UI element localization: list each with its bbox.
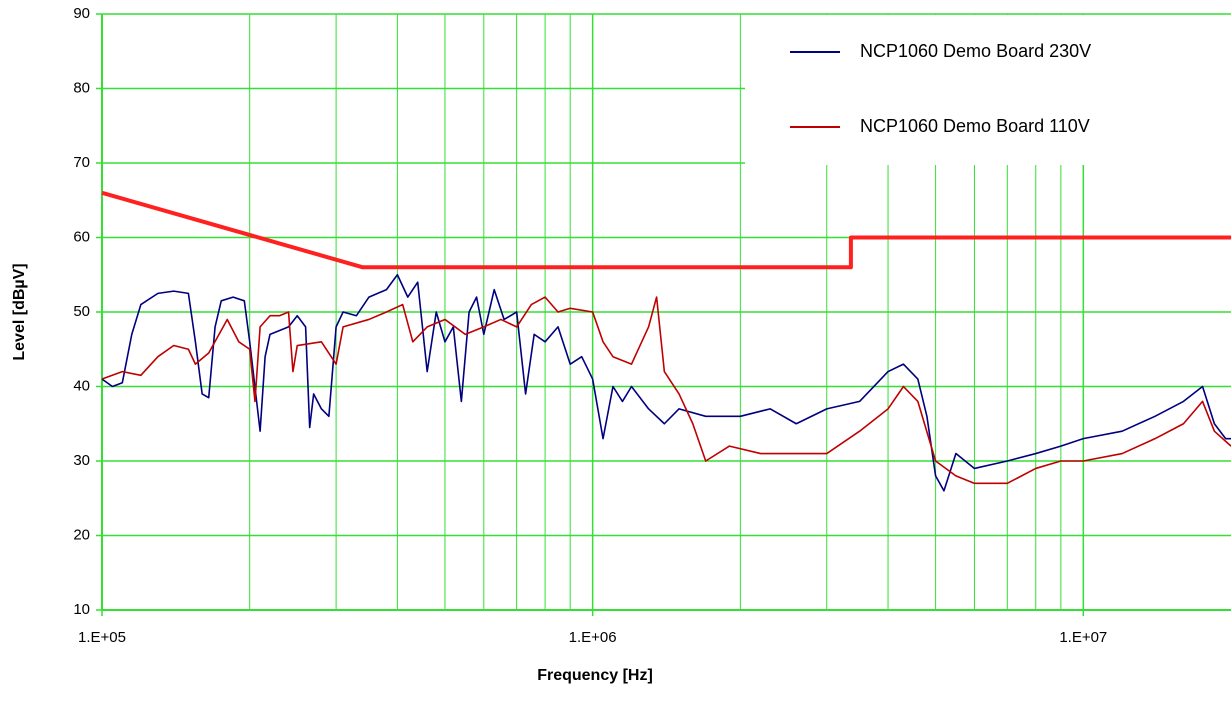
x-axis-label: Frequency [Hz] xyxy=(537,667,653,684)
y-tick-label: 50 xyxy=(73,303,90,320)
y-tick-label: 30 xyxy=(73,452,90,469)
x-tick-label: 1.E+06 xyxy=(569,629,617,646)
y-axis-label: Level [dBµV] xyxy=(11,263,28,360)
limit-line xyxy=(101,190,1231,270)
x-tick-label: 1.E+05 xyxy=(78,629,126,646)
legend-label: NCP1060 Demo Board 110V xyxy=(860,116,1090,136)
series-line xyxy=(101,296,1231,485)
y-tick-label: 80 xyxy=(73,79,90,96)
y-tick-label: 70 xyxy=(73,154,90,171)
y-tick-label: 20 xyxy=(73,526,90,543)
legend: NCP1060 Demo Board 230V NCP1060 Demo Boar… xyxy=(745,15,1231,165)
legend-box xyxy=(745,15,1231,165)
legend-label: NCP1060 Demo Board 230V xyxy=(860,41,1091,61)
y-tick-label: 60 xyxy=(73,228,90,245)
lines xyxy=(101,190,1231,492)
y-tick-label: 10 xyxy=(73,601,90,618)
series-line xyxy=(101,273,1231,492)
y-tick-label: 40 xyxy=(73,377,90,394)
x-tick-label: 1.E+07 xyxy=(1059,629,1107,646)
y-tick-label: 90 xyxy=(73,5,90,22)
